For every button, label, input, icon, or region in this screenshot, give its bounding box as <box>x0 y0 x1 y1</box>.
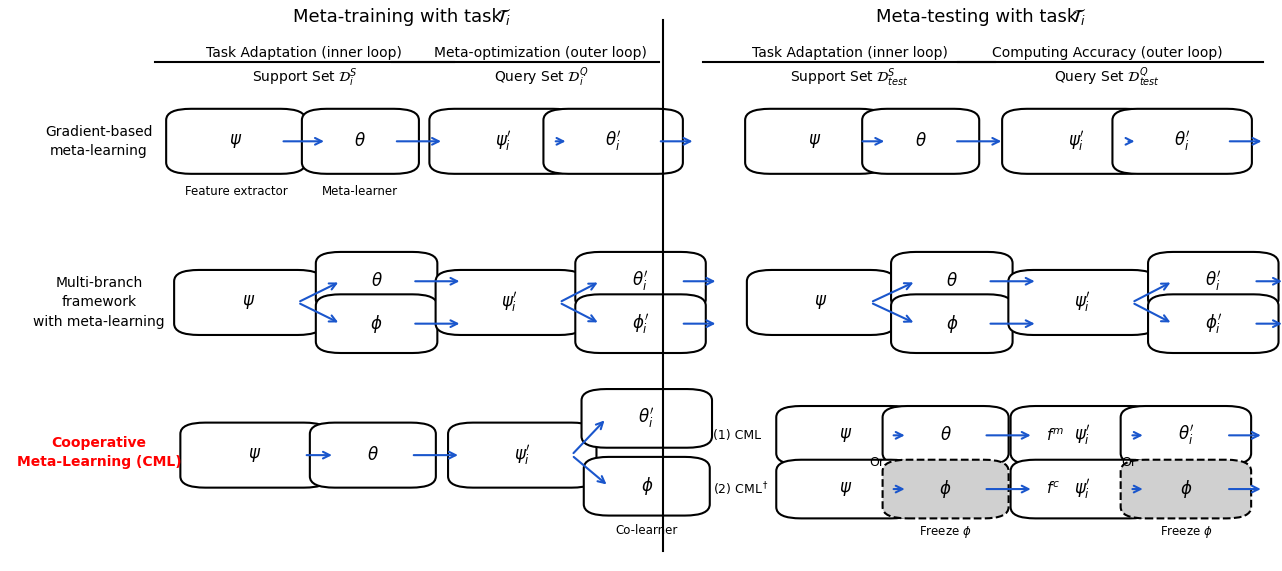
Text: $\theta_i'$: $\theta_i'$ <box>605 129 622 153</box>
Text: Co-learner: Co-learner <box>615 524 678 537</box>
FancyBboxPatch shape <box>167 109 305 174</box>
FancyBboxPatch shape <box>745 109 885 174</box>
FancyBboxPatch shape <box>882 460 1009 518</box>
Text: $\psi_i'$: $\psi_i'$ <box>495 129 512 153</box>
Text: $\theta$: $\theta$ <box>370 272 382 290</box>
FancyBboxPatch shape <box>429 109 578 174</box>
Text: Multi-branch
framework
with meta-learning: Multi-branch framework with meta-learnin… <box>33 276 165 329</box>
FancyBboxPatch shape <box>891 294 1013 353</box>
FancyBboxPatch shape <box>310 423 436 488</box>
Text: (2) CML$^\dagger$: (2) CML$^\dagger$ <box>713 480 769 498</box>
Text: (1) CML: (1) CML <box>713 429 762 442</box>
FancyBboxPatch shape <box>882 406 1009 465</box>
Text: $\theta_i'$: $\theta_i'$ <box>1205 270 1222 293</box>
Text: $\theta_i'$: $\theta_i'$ <box>638 407 655 431</box>
FancyBboxPatch shape <box>576 252 706 311</box>
Text: Computing Accuracy (outer loop): Computing Accuracy (outer loop) <box>992 46 1223 59</box>
FancyBboxPatch shape <box>301 109 419 174</box>
Text: $\theta_i'$: $\theta_i'$ <box>1178 423 1195 447</box>
FancyBboxPatch shape <box>544 109 683 174</box>
Text: Meta-optimization (outer loop): Meta-optimization (outer loop) <box>435 46 647 59</box>
FancyBboxPatch shape <box>1149 294 1278 353</box>
FancyBboxPatch shape <box>777 406 915 465</box>
Text: $\theta_i'$: $\theta_i'$ <box>632 270 649 293</box>
FancyBboxPatch shape <box>1003 109 1150 174</box>
FancyBboxPatch shape <box>174 270 323 335</box>
Text: $\theta$: $\theta$ <box>354 132 367 150</box>
Text: $\mathcal{T}_i$: $\mathcal{T}_i$ <box>1072 7 1086 27</box>
Text: $\psi$: $\psi$ <box>840 427 853 444</box>
Text: $\psi_i'$: $\psi_i'$ <box>1068 129 1085 153</box>
Text: $\psi_i'$: $\psi_i'$ <box>501 291 518 315</box>
Text: $\psi_i'$: $\psi_i'$ <box>1074 477 1091 501</box>
Text: $\phi_i'$: $\phi_i'$ <box>1205 312 1222 336</box>
FancyBboxPatch shape <box>1113 109 1253 174</box>
Text: Cooperative
Meta-Learning (CML): Cooperative Meta-Learning (CML) <box>17 436 181 469</box>
Text: $\theta$: $\theta$ <box>940 427 951 444</box>
Text: $\psi$: $\psi$ <box>242 293 255 311</box>
Text: Meta-learner: Meta-learner <box>322 185 399 198</box>
FancyBboxPatch shape <box>1149 252 1278 311</box>
Text: $\phi$: $\phi$ <box>946 313 958 335</box>
Text: Freeze $\phi$: Freeze $\phi$ <box>1160 524 1213 540</box>
Text: Task Adaptation (inner loop): Task Adaptation (inner loop) <box>206 46 403 59</box>
Text: $\psi_i'$: $\psi_i'$ <box>1074 423 1091 447</box>
FancyBboxPatch shape <box>863 109 979 174</box>
Text: $\psi_i'$: $\psi_i'$ <box>1074 291 1091 315</box>
FancyBboxPatch shape <box>777 460 915 518</box>
FancyBboxPatch shape <box>1010 406 1155 465</box>
FancyBboxPatch shape <box>315 294 437 353</box>
Text: $\phi_i'$: $\phi_i'$ <box>632 312 649 336</box>
Text: Meta-testing with task: Meta-testing with task <box>876 8 1077 26</box>
FancyBboxPatch shape <box>583 457 710 516</box>
Text: $f^c$: $f^c$ <box>1046 481 1060 497</box>
FancyBboxPatch shape <box>582 389 712 448</box>
FancyBboxPatch shape <box>747 270 895 335</box>
Text: Feature extractor: Feature extractor <box>185 185 287 198</box>
Text: Query Set $\mathcal{D}_{test}^Q$: Query Set $\mathcal{D}_{test}^Q$ <box>1055 66 1160 89</box>
Text: Or: Or <box>869 456 885 469</box>
FancyBboxPatch shape <box>1010 460 1155 518</box>
Text: Task Adaptation (inner loop): Task Adaptation (inner loop) <box>751 46 947 59</box>
FancyBboxPatch shape <box>1120 460 1251 518</box>
FancyBboxPatch shape <box>447 423 596 488</box>
FancyBboxPatch shape <box>1120 406 1251 465</box>
FancyBboxPatch shape <box>576 294 706 353</box>
Text: $\psi$: $\psi$ <box>814 293 828 311</box>
FancyBboxPatch shape <box>315 252 437 311</box>
Text: $\psi_i'$: $\psi_i'$ <box>514 443 531 467</box>
Text: Query Set $\mathcal{D}_i^Q$: Query Set $\mathcal{D}_i^Q$ <box>494 66 588 89</box>
Text: $\psi$: $\psi$ <box>808 132 822 150</box>
Text: $\theta$: $\theta$ <box>367 446 378 464</box>
Text: $\theta$: $\theta$ <box>915 132 927 150</box>
Text: $\phi$: $\phi$ <box>370 313 383 335</box>
FancyBboxPatch shape <box>181 423 328 488</box>
Text: $\psi$: $\psi$ <box>840 480 853 498</box>
FancyBboxPatch shape <box>436 270 585 335</box>
Text: $\theta$: $\theta$ <box>946 272 958 290</box>
Text: Freeze $\phi$: Freeze $\phi$ <box>919 524 972 540</box>
Text: $\mathcal{T}_i$: $\mathcal{T}_i$ <box>496 7 512 27</box>
Text: $\psi$: $\psi$ <box>229 132 242 150</box>
Text: $\phi$: $\phi$ <box>940 478 951 500</box>
Text: Or: Or <box>1122 456 1136 469</box>
Text: $\theta_i'$: $\theta_i'$ <box>1174 129 1191 153</box>
Text: Gradient-based
meta-learning: Gradient-based meta-learning <box>45 124 153 158</box>
FancyBboxPatch shape <box>1009 270 1156 335</box>
FancyBboxPatch shape <box>891 252 1013 311</box>
Text: $\phi$: $\phi$ <box>641 475 653 497</box>
Text: $\psi$: $\psi$ <box>247 446 262 464</box>
Text: Support Set $\mathcal{D}_{test}^S$: Support Set $\mathcal{D}_{test}^S$ <box>791 66 909 89</box>
Text: $\phi$: $\phi$ <box>1179 478 1192 500</box>
Text: $f^m$: $f^m$ <box>1046 427 1064 444</box>
Text: Support Set $\mathcal{D}_i^S$: Support Set $\mathcal{D}_i^S$ <box>251 66 358 89</box>
Text: Meta-training with task: Meta-training with task <box>294 8 503 26</box>
